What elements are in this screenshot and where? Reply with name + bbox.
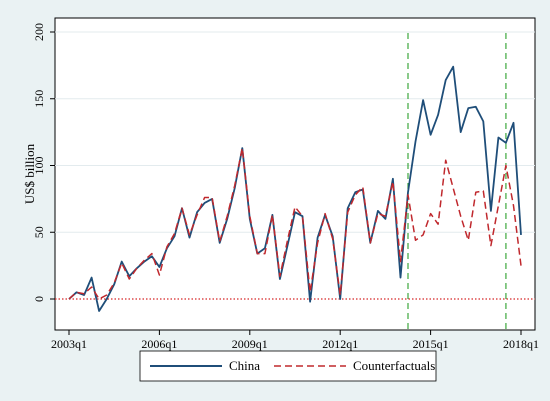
x-tick-label-3: 2012q1 bbox=[322, 337, 358, 351]
x-tick-label-4: 2015q1 bbox=[413, 337, 449, 351]
y-axis-label: US$ billion bbox=[22, 143, 37, 204]
x-tick-label-1: 2006q1 bbox=[141, 337, 177, 351]
y-tick-label-0: 0 bbox=[32, 296, 46, 302]
legend-label-counterfactuals: Counterfactuals bbox=[353, 358, 435, 373]
legend: China Counterfactuals bbox=[139, 350, 437, 382]
reference-lines bbox=[55, 33, 535, 330]
y-tick-label-1: 50 bbox=[32, 226, 46, 238]
y-tick-label-3: 150 bbox=[32, 90, 46, 108]
series-line-china bbox=[68, 65, 522, 312]
y-tick-label-4: 200 bbox=[32, 23, 46, 41]
legend-label-china: China bbox=[229, 358, 260, 373]
axes: 0 50 100 150 200 2003q1 2006q1 2009q1 2012q1 2015… bbox=[32, 23, 539, 351]
x-tick-label-2: 2009q1 bbox=[232, 337, 268, 351]
gridlines bbox=[55, 31, 535, 233]
series-line-counterfactuals bbox=[68, 147, 522, 300]
plot-area-frame bbox=[54, 17, 536, 331]
x-tick-label-0: 2003q1 bbox=[51, 337, 87, 351]
series-lines bbox=[68, 65, 522, 312]
y-tick-label-2: 100 bbox=[32, 157, 46, 175]
x-tick-label-5: 2018q1 bbox=[503, 337, 539, 351]
